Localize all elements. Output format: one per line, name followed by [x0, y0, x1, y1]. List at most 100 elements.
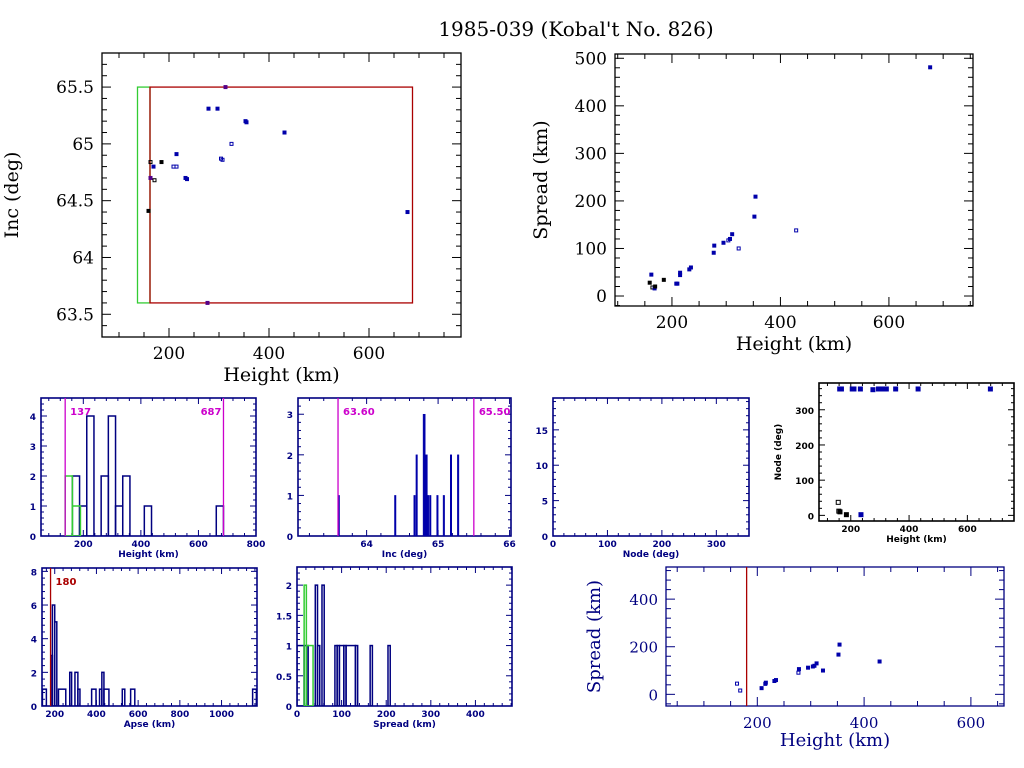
- histogram-bar-all: [354, 644, 359, 706]
- histogram-bar-all: [429, 495, 432, 536]
- plot-frame: [552, 397, 750, 537]
- plot-area: [835, 386, 993, 518]
- data-point: [675, 281, 680, 286]
- data-point: [159, 160, 164, 165]
- x-tick-label: 200: [377, 710, 396, 720]
- data-point: [146, 208, 151, 213]
- data-point: [726, 238, 731, 243]
- y-tick-label: 400: [575, 97, 607, 117]
- histogram-bar-all: [129, 688, 136, 706]
- data-point: [843, 512, 849, 518]
- x-tick-label: 800: [247, 540, 266, 550]
- x-tick-label: 400: [87, 710, 106, 720]
- y-tick-label: 100: [795, 477, 814, 487]
- histogram-bar-all: [121, 475, 131, 536]
- histogram-bar-all: [215, 505, 225, 536]
- data-point: [244, 120, 249, 125]
- chart-node-histogram: 0 100 200 300 0 5 10 15 Node (deg): [535, 397, 750, 560]
- x-tick-label: 300: [707, 540, 726, 550]
- data-point: [987, 386, 993, 392]
- histogram-bar-selected: [305, 644, 314, 706]
- chart-inc-vs-height: 200 400 600 63.5 64 64.5 65 65.5 Height (km) Inc …: [1, 52, 462, 386]
- data-point: [206, 106, 211, 111]
- x-tick-label: 400: [900, 525, 919, 535]
- x-axis-label: Height (km): [736, 333, 852, 355]
- data-point: [796, 667, 801, 672]
- y-tick-label: 4: [31, 636, 37, 646]
- x-axis-label: Inc (deg): [382, 550, 427, 560]
- data-point: [851, 386, 857, 392]
- data-point: [205, 300, 210, 305]
- x-axis-label: Height (km): [118, 550, 179, 560]
- marker-label: 65.50: [479, 407, 511, 418]
- data-point: [773, 678, 778, 683]
- data-point: [687, 267, 692, 272]
- y-tick-label: 63.5: [56, 305, 94, 325]
- data-point: [796, 670, 801, 675]
- x-tick-label: 200: [743, 714, 772, 732]
- data-point: [653, 284, 658, 289]
- data-point: [185, 177, 189, 182]
- x-axis-label: Height (km): [780, 730, 890, 751]
- histogram-bar-all: [57, 688, 67, 706]
- marker-label: 180: [56, 577, 77, 588]
- histogram-bar-all: [387, 644, 391, 706]
- x-tick-label: 600: [958, 525, 977, 535]
- data-point: [721, 240, 726, 245]
- y-tick-label: 200: [629, 639, 658, 657]
- x-tick-label: 200: [841, 525, 860, 535]
- data-point: [730, 232, 735, 237]
- data-point: [837, 509, 843, 515]
- histogram-bar-all: [86, 415, 95, 536]
- x-tick-label: 0: [294, 710, 300, 720]
- x-axis-label: Height (km): [886, 535, 947, 545]
- y-tick-label: 4: [30, 413, 36, 423]
- x-tick-label: 400: [131, 540, 150, 550]
- y-tick-label: 0: [30, 533, 36, 543]
- y-tick-label: 0: [286, 703, 292, 713]
- x-axis-label: Node (deg): [623, 550, 680, 560]
- y-tick-label: 300: [795, 407, 814, 417]
- y-tick-label: 0: [542, 533, 548, 543]
- x-tick-label: 400: [850, 714, 879, 732]
- histogram-bar-all: [90, 688, 97, 706]
- histogram-bar-all: [103, 688, 110, 706]
- x-tick-label: 200: [652, 540, 671, 550]
- marker-label: 687: [201, 407, 222, 418]
- x-tick-label: 600: [873, 313, 905, 333]
- y-tick-label: 1: [30, 503, 36, 513]
- y-tick-label: 1.5: [276, 612, 292, 622]
- histogram-bar-all: [251, 688, 257, 706]
- data-point: [858, 512, 864, 518]
- data-point: [174, 164, 179, 169]
- data-point: [282, 130, 287, 135]
- y-tick-label: 2: [31, 669, 37, 679]
- data-point: [735, 681, 740, 686]
- histogram-bar-all: [143, 505, 153, 536]
- histogram-bar-all: [436, 495, 439, 536]
- x-tick-label: 65: [432, 540, 445, 550]
- histogram-bar-all: [413, 495, 416, 536]
- histogram-bar-all: [369, 644, 374, 706]
- x-tick-label: 200: [656, 313, 688, 333]
- y-tick-label: 2: [30, 473, 36, 483]
- data-point: [857, 386, 863, 392]
- y-tick-label: 6: [31, 602, 37, 612]
- data-point: [915, 386, 921, 392]
- data-point: [835, 499, 841, 505]
- data-point: [877, 659, 882, 664]
- histogram-bar-all: [442, 495, 445, 536]
- y-tick-label: 200: [575, 192, 607, 212]
- x-tick-label: 300: [421, 710, 440, 720]
- y-tick-label: 500: [575, 49, 607, 69]
- data-point: [893, 386, 899, 392]
- data-point: [647, 280, 652, 285]
- y-tick-label: 3: [30, 443, 36, 453]
- histogram-bar-all: [68, 671, 73, 706]
- data-point: [229, 141, 234, 146]
- data-point: [928, 65, 933, 70]
- data-point: [151, 164, 156, 169]
- x-tick-label: 200: [74, 540, 93, 550]
